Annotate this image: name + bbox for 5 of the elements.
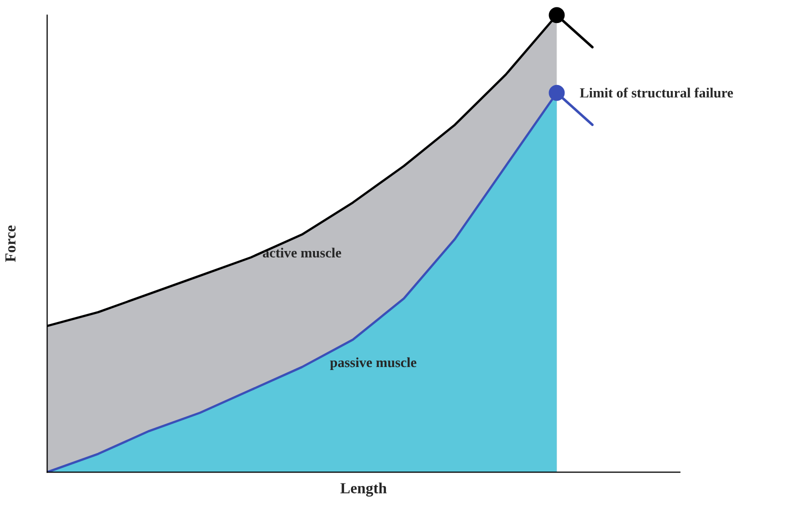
- annotation: active muscle: [262, 248, 342, 258]
- annotation: Limit of structural failure: [580, 88, 733, 98]
- annotation: passive muscle: [330, 357, 416, 370]
- x-axis-title: Length: [340, 482, 387, 497]
- y-axis-title: Force: [5, 226, 16, 262]
